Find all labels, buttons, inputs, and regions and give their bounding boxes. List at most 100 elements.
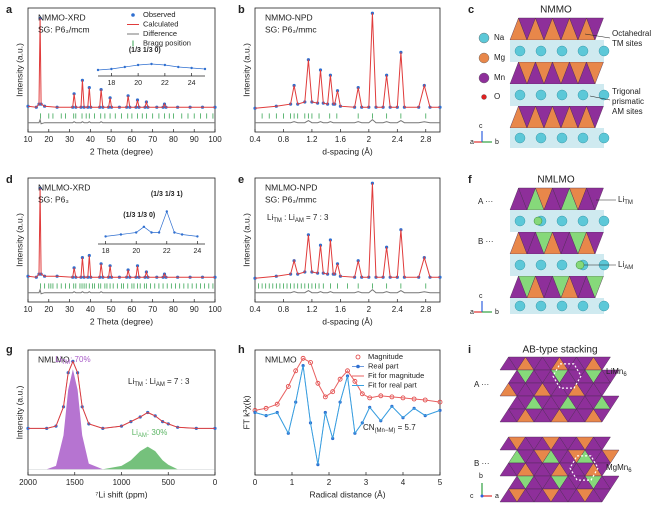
site-label: Trigonal	[612, 87, 641, 96]
axis-letter: a	[470, 139, 474, 146]
x-tick-label: 90	[190, 135, 199, 144]
y-axis-label: Intensity (a.u.)	[14, 385, 24, 439]
plot-frame	[27, 177, 216, 303]
axis-origin	[480, 494, 484, 498]
axis-letter: a	[495, 493, 499, 500]
polyhedron	[601, 475, 620, 490]
x-tick-label: 24	[188, 80, 196, 87]
x-tick-label: 1.6	[335, 305, 347, 314]
site-label: LiAM	[618, 260, 633, 270]
structure-title: NMLMO	[537, 175, 574, 186]
x-tick-label: 60	[127, 305, 136, 314]
panel-letter: e	[238, 174, 244, 186]
series-line	[254, 365, 441, 465]
layer-label: B ···	[478, 237, 494, 246]
na-atom	[598, 45, 610, 57]
subscript: AM	[295, 218, 304, 224]
chart-title: NMLMO	[38, 354, 70, 364]
axis-letter: a	[470, 309, 474, 316]
annotation-text: Li	[128, 377, 134, 386]
data-point	[177, 65, 180, 69]
data-point	[345, 368, 350, 374]
x-tick-label: 0	[253, 478, 258, 487]
data-point	[150, 231, 153, 234]
chart-title: NMLMO-NPD	[265, 182, 317, 192]
polyhedron	[593, 488, 611, 503]
x-axis-label: d-spacing (Å)	[322, 316, 373, 326]
na-atom	[598, 132, 610, 144]
subscript: AM	[624, 265, 633, 271]
data-point	[274, 401, 280, 407]
site-label: LiTM	[618, 195, 633, 205]
site-label: prismatic	[612, 97, 644, 106]
axis-letter: c	[479, 123, 483, 130]
x-tick-label: 0.8	[278, 305, 290, 314]
x-tick-label: 10	[24, 305, 33, 314]
annotation: LiTM : LiAM = 7 : 3	[128, 377, 190, 387]
legend-swatch	[355, 354, 361, 360]
plot-frame	[254, 177, 441, 303]
x-tick-label: 2.4	[392, 135, 404, 144]
polyhedron	[586, 17, 604, 41]
data-point	[104, 235, 107, 238]
na-atom	[577, 300, 589, 312]
legend-atom	[478, 52, 490, 64]
y-axis-label: Intensity (a.u.)	[241, 213, 251, 267]
axis-letter: c	[479, 293, 483, 300]
x-tick-label: 20	[132, 248, 140, 255]
annotation-text: : Li	[282, 213, 295, 222]
plot-frame	[27, 7, 216, 133]
annotation: LiTM: 70%	[55, 355, 90, 365]
na-atom	[514, 300, 526, 312]
y-axis-label: Intensity (a.u.)	[14, 213, 24, 267]
annotation: CN(Mn−M) = 5.7	[363, 423, 416, 433]
data-point	[123, 65, 127, 69]
na-atom	[598, 215, 610, 227]
chart-title: NMLMO-XRD	[38, 182, 90, 192]
series-line	[27, 18, 215, 108]
na-atom	[535, 259, 547, 271]
axis-letter: b	[495, 139, 499, 146]
na-atom	[556, 45, 568, 57]
data-point	[150, 62, 153, 66]
legend-label: Bragg position	[143, 38, 191, 47]
pointer	[584, 33, 611, 39]
series-line	[254, 357, 441, 411]
annotation-text: CN	[363, 423, 375, 432]
li-atom	[575, 260, 585, 270]
na-atom	[577, 132, 589, 144]
x-tick-label: 0.4	[249, 135, 261, 144]
legend-label: Na	[494, 33, 505, 42]
data-point	[163, 63, 167, 67]
x-tick-label: 1.2	[306, 305, 318, 314]
x-tick-label: 1500	[66, 478, 84, 487]
na-atom	[514, 45, 526, 57]
legend-label: Observed	[143, 10, 176, 19]
pointer	[589, 95, 611, 101]
data-point	[308, 360, 313, 365]
na-atom	[577, 215, 589, 227]
chart-subtitle: SG: P6₃/mmc	[265, 194, 317, 204]
x-tick-label: 80	[169, 305, 178, 314]
annotation-text: : 70%	[70, 355, 90, 364]
site-label: TM sites	[612, 39, 642, 48]
x-tick-label: 4	[401, 478, 406, 487]
data-point	[142, 225, 146, 228]
subscript: 6	[623, 372, 627, 378]
layer-label: A ···	[478, 197, 493, 206]
data-point	[110, 67, 113, 71]
x-tick-label: 2.8	[420, 305, 432, 314]
x-tick-label: 18	[102, 248, 110, 255]
subscript: AM	[156, 382, 165, 388]
x-tick-label: 2.4	[392, 305, 404, 314]
series-line	[28, 117, 215, 125]
x-tick-label: 1	[290, 478, 295, 487]
x-tick-label: 100	[208, 135, 222, 144]
x-tick-label: 50	[107, 305, 116, 314]
data-point	[352, 378, 358, 384]
axis-letter: b	[495, 309, 499, 316]
panel-letter: f	[468, 174, 472, 186]
series-line	[255, 118, 440, 124]
subscript: TM	[61, 360, 70, 366]
highlight-hexagon	[552, 363, 582, 389]
